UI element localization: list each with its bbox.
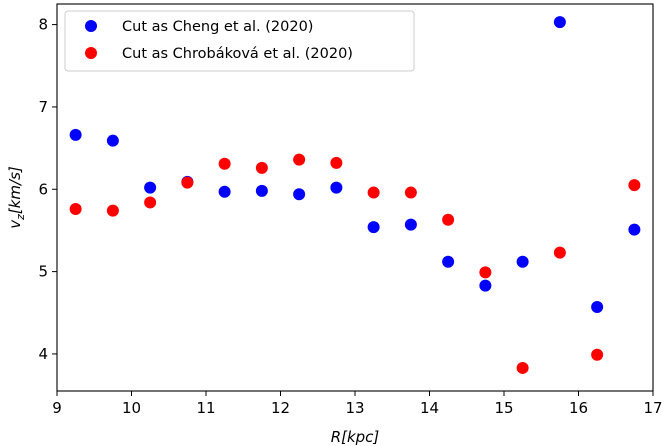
point-series-2 <box>218 157 231 170</box>
point-series-1 <box>144 181 157 194</box>
point-series-1 <box>106 134 119 147</box>
point-series-1 <box>553 16 566 29</box>
point-series-1 <box>479 279 492 292</box>
point-series-1 <box>367 221 380 234</box>
point-series-1 <box>293 188 306 201</box>
point-series-2 <box>106 204 119 217</box>
point-series-1 <box>442 255 455 268</box>
x-axis-label: R[kpc] <box>331 428 380 446</box>
x-tick-label: 17 <box>643 399 662 417</box>
point-series-1 <box>218 185 231 198</box>
point-series-1 <box>591 301 604 314</box>
point-series-2 <box>144 196 157 209</box>
point-series-1 <box>330 181 343 194</box>
point-series-1 <box>255 184 268 197</box>
x-tick-label: 12 <box>271 399 290 417</box>
point-series-2 <box>479 266 492 279</box>
x-tick-label: 14 <box>420 399 439 417</box>
point-series-2 <box>442 213 455 226</box>
point-series-2 <box>69 203 82 216</box>
y-axis: 4 5 6 7 8 <box>38 16 57 363</box>
point-series-2 <box>628 179 641 192</box>
y-tick-label: 6 <box>38 180 48 198</box>
point-series-2 <box>293 153 306 166</box>
point-series-1 <box>516 255 529 268</box>
point-series-2 <box>255 161 268 174</box>
x-tick-label: 13 <box>345 399 364 417</box>
point-series-1 <box>404 218 417 231</box>
y-tick-label: 4 <box>38 345 48 363</box>
point-series-2 <box>404 186 417 199</box>
x-axis: 9 10 11 12 13 14 15 16 17 <box>52 391 663 417</box>
legend-marker <box>85 47 97 59</box>
point-series-2 <box>553 246 566 259</box>
x-tick-label: 10 <box>122 399 141 417</box>
point-series-1 <box>628 223 641 236</box>
point-series-2 <box>516 361 529 374</box>
x-tick-label: 9 <box>52 399 62 417</box>
legend-marker <box>85 20 97 32</box>
x-tick-label: 16 <box>569 399 588 417</box>
y-tick-label: 5 <box>38 263 48 281</box>
legend: Cut as Cheng et al. (2020) Cut as Chrobák… <box>64 10 415 72</box>
legend-label: Cut as Cheng et al. (2020) <box>122 19 313 35</box>
point-series-2 <box>591 348 604 361</box>
x-tick-label: 15 <box>494 399 513 417</box>
point-series-2 <box>367 186 380 199</box>
y-tick-label: 7 <box>38 98 48 116</box>
y-tick-label: 8 <box>38 16 48 34</box>
data-points <box>69 16 641 374</box>
point-series-2 <box>181 176 194 189</box>
legend-box <box>64 10 415 72</box>
y-axis-label: vz[km/s] <box>6 166 27 229</box>
point-series-2 <box>330 156 343 169</box>
x-tick-label: 11 <box>196 399 215 417</box>
point-series-1 <box>69 128 82 141</box>
legend-label: Cut as Chrobáková et al. (2020) <box>122 46 353 62</box>
